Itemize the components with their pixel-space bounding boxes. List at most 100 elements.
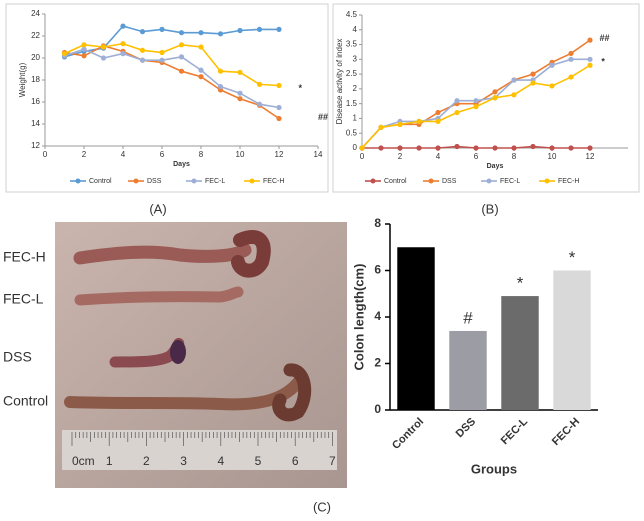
series-point: [217, 31, 224, 37]
annotation: ##: [600, 33, 610, 43]
series-point: [120, 51, 126, 57]
series-point: [139, 57, 146, 63]
y-tick-label: 8: [374, 216, 381, 230]
series-point: [435, 109, 441, 116]
series-point: [549, 145, 555, 151]
legend-marker: [486, 178, 492, 184]
series-point: [492, 145, 498, 151]
series-point: [587, 62, 593, 68]
bar: [501, 296, 539, 410]
annotation: ##: [318, 112, 328, 122]
photo-label: DSS: [3, 349, 32, 365]
y-tick-label: 1.5: [346, 99, 358, 108]
series-point: [568, 74, 574, 80]
x-tick-label: 2: [82, 150, 87, 159]
x-tick-label: Control: [390, 416, 426, 452]
series-point: [530, 80, 536, 86]
annotation: *: [299, 83, 303, 93]
series-point: [198, 44, 204, 50]
x-axis-label: Days: [487, 163, 504, 170]
bar: [449, 330, 487, 410]
series-point: [120, 23, 126, 29]
photo-label: FEC-L: [3, 291, 44, 307]
series-point: [530, 143, 536, 150]
y-tick-label: 4: [353, 25, 358, 34]
series-point: [530, 71, 536, 77]
series-point: [178, 30, 185, 36]
y-tick-label: 6: [374, 263, 381, 277]
series-point: [492, 95, 498, 101]
series-point: [139, 47, 146, 53]
x-tick-label: 6: [160, 150, 165, 159]
series-point: [454, 143, 460, 150]
series-line: [64, 42, 280, 87]
series-point: [61, 51, 68, 57]
ruler-label: 7: [329, 454, 336, 468]
series-point: [217, 84, 224, 90]
panel-label: (C): [313, 499, 331, 514]
series-point: [139, 29, 146, 35]
series-point: [100, 44, 107, 50]
photo-label: FEC-H: [3, 249, 46, 265]
y-tick-label: 24: [31, 9, 40, 18]
series-point: [276, 115, 282, 122]
y-tick-label: 22: [31, 31, 40, 40]
x-tick-label: 10: [548, 152, 557, 161]
series-point: [473, 104, 479, 110]
series-point: [178, 68, 185, 74]
series-point: [511, 145, 517, 151]
ruler-label: 5: [255, 454, 262, 468]
annotation: #: [463, 308, 473, 327]
series-point: [178, 42, 185, 48]
series-point: [549, 83, 555, 89]
y-tick-label: 0: [353, 143, 358, 152]
series-point: [473, 145, 479, 151]
series-point: [81, 46, 87, 52]
legend-marker: [191, 178, 197, 184]
series-point: [237, 96, 243, 102]
x-tick-label: 12: [275, 150, 284, 159]
series-point: [276, 26, 282, 32]
series-point: [378, 124, 384, 130]
legend-marker: [133, 178, 139, 184]
series-point: [217, 68, 224, 74]
ruler-label: 1: [106, 454, 113, 468]
y-axis-label: Weight(g): [18, 62, 27, 97]
legend-label: FEC-H: [558, 178, 579, 185]
series-point: [378, 145, 384, 151]
annotation: *: [569, 248, 576, 267]
y-tick-label: 12: [31, 141, 40, 150]
photo-label: Control: [3, 393, 48, 409]
series-point: [120, 41, 126, 47]
legend-marker: [428, 178, 434, 184]
series-point: [587, 37, 593, 43]
y-axis-label: Disease activity of index: [335, 39, 344, 125]
series-point: [237, 27, 243, 34]
series-point: [81, 42, 87, 48]
y-axis-label: Colon length(cm): [351, 264, 366, 371]
y-tick-label: 14: [31, 119, 40, 128]
ruler-label: 6: [292, 454, 299, 468]
y-tick-label: 1: [353, 114, 358, 123]
ruler-label: 3: [180, 454, 187, 468]
series-point: [473, 98, 479, 104]
x-tick-label: 4: [121, 150, 126, 159]
x-tick-label: 8: [512, 152, 517, 161]
series-point: [359, 145, 365, 151]
legend-label: DSS: [147, 178, 162, 185]
y-tick-label: 0: [374, 402, 381, 416]
series-point: [159, 26, 165, 32]
y-tick-label: 18: [31, 75, 40, 84]
series-point: [276, 82, 282, 89]
series-point: [397, 145, 403, 151]
series-point: [454, 109, 460, 116]
series-point: [568, 145, 574, 151]
series-point: [568, 50, 574, 57]
x-tick-label: 0: [360, 152, 365, 161]
y-tick-label: 2: [353, 84, 358, 93]
series-point: [435, 145, 441, 151]
y-tick-label: 4.5: [346, 10, 358, 19]
series-point: [159, 49, 165, 56]
x-axis-label: Days: [173, 161, 190, 168]
